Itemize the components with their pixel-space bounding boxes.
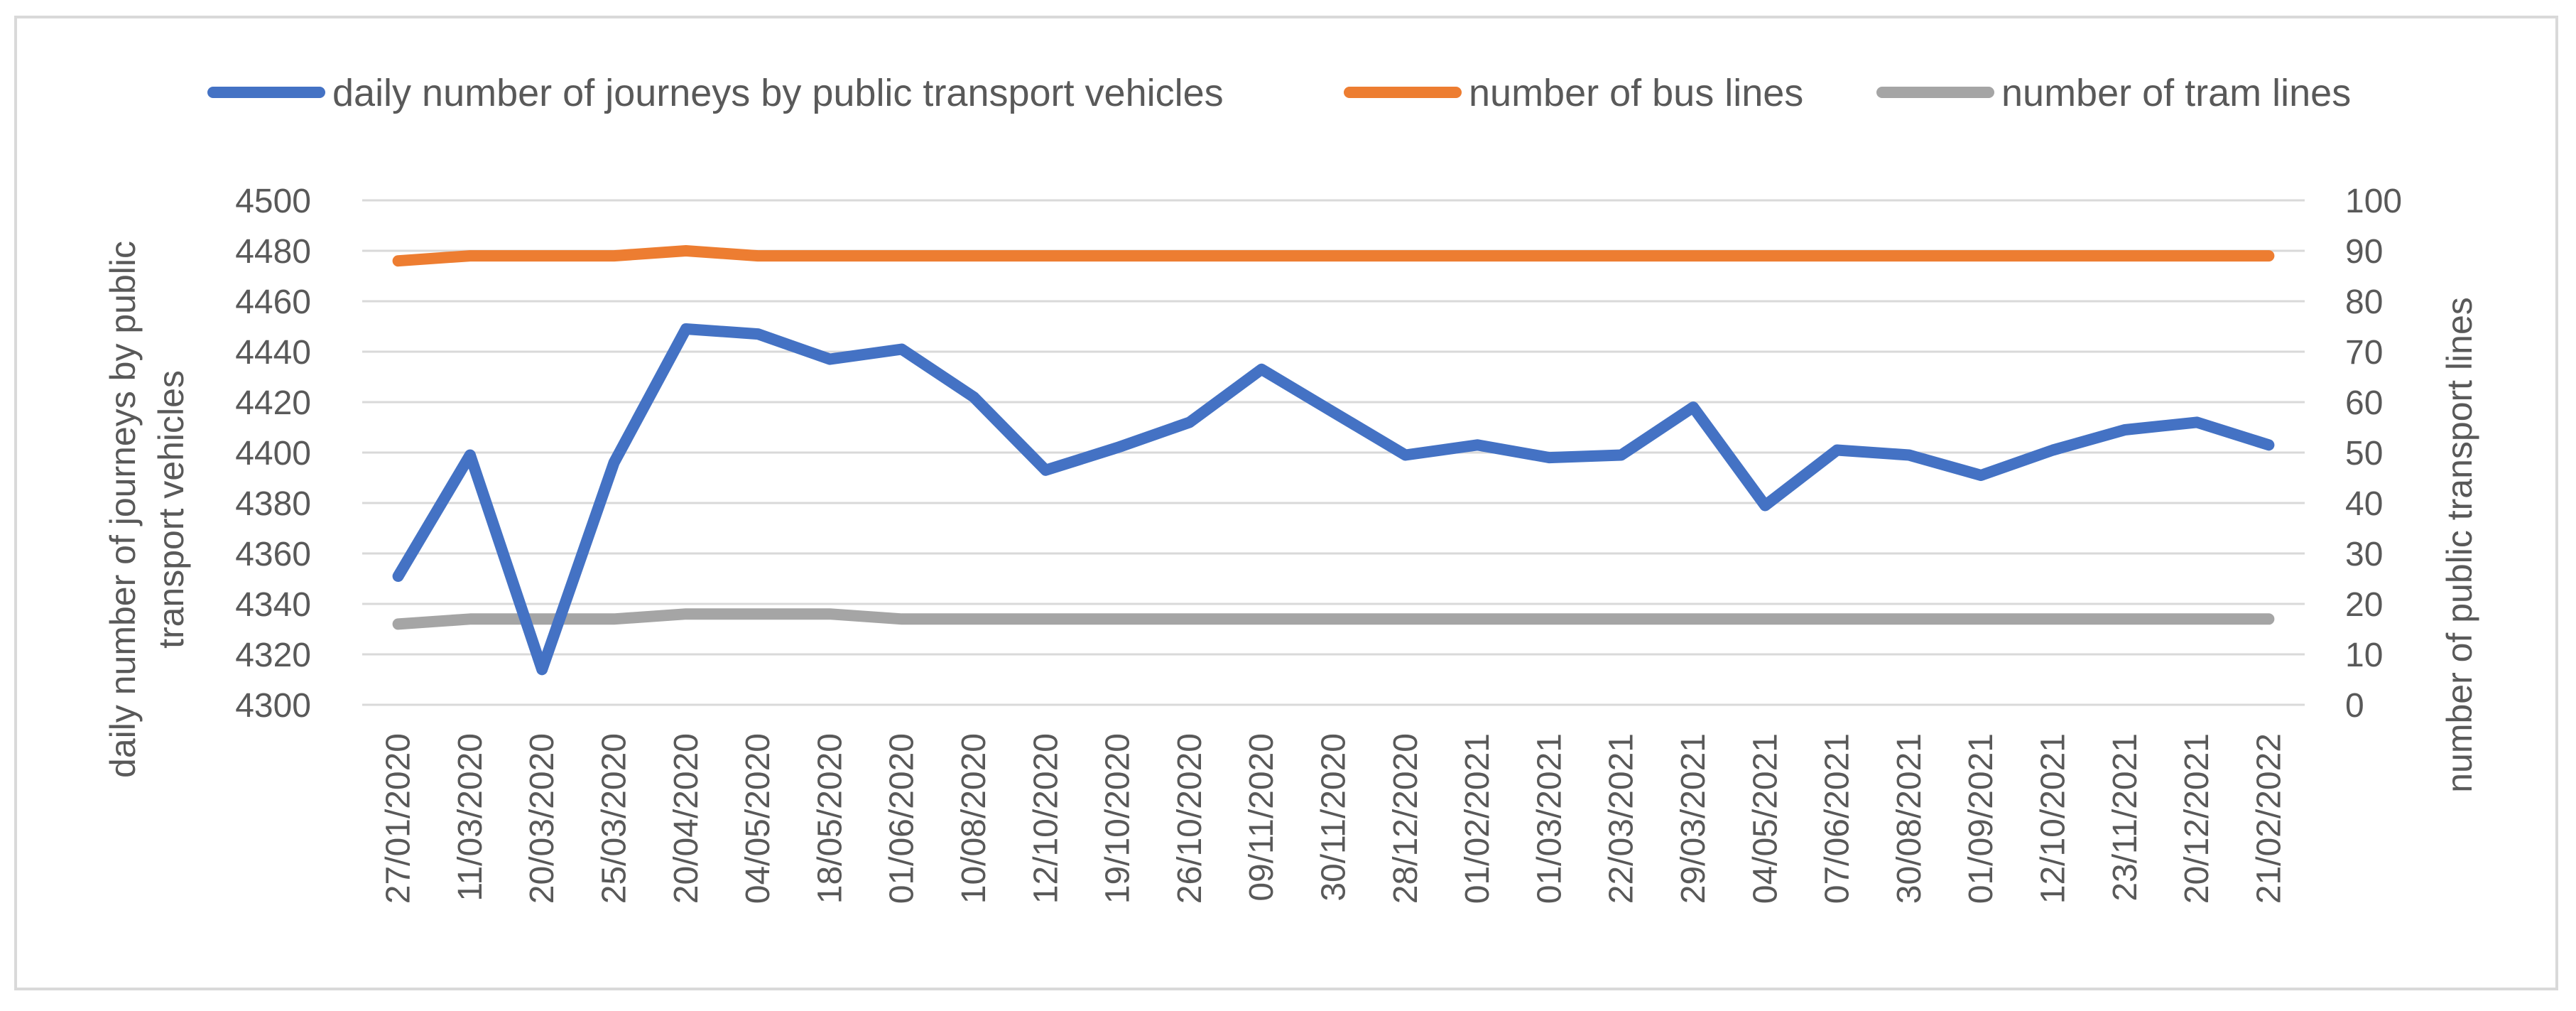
y-left-tick-label: 4480: [235, 233, 311, 271]
x-tick-label: 01/09/2021: [1962, 733, 2000, 904]
x-tick-label: 26/10/2020: [1171, 733, 1209, 904]
y-right-tick-label: 30: [2345, 536, 2383, 573]
x-tick-label: 20/03/2020: [523, 733, 561, 904]
y-left-tick-label: 4340: [235, 586, 311, 624]
series: [392, 245, 2275, 676]
x-tick-label: 09/11/2020: [1243, 733, 1281, 902]
x-tick-label: 04/05/2020: [739, 733, 777, 904]
y-left-tick-label: 4300: [235, 687, 311, 725]
series-line: [392, 323, 2275, 676]
x-tick-label: 04/05/2021: [1746, 733, 1784, 904]
x-tick-label: 10/08/2020: [955, 733, 993, 904]
x-tick-label: 23/11/2021: [2107, 733, 2144, 902]
series-line: [392, 608, 2275, 630]
y-left-tick-label: 4420: [235, 384, 311, 422]
x-tick-label: 20/04/2020: [668, 733, 705, 904]
y-left-tick-label: 4440: [235, 334, 311, 372]
x-tick-label: 21/02/2022: [2250, 733, 2288, 904]
x-tick-label: 01/06/2020: [884, 733, 921, 904]
x-axis-ticks: 27/01/2020 11/03/2020 20/03/2020 25/03/2020…: [380, 733, 2288, 904]
y-right-tick-label: 40: [2345, 485, 2383, 523]
x-tick-label: 01/02/2021: [1459, 733, 1496, 904]
y-right-tick-label: 100: [2345, 183, 2402, 220]
y-right-tick-label: 90: [2345, 233, 2383, 271]
y-left-tick-label: 4460: [235, 283, 311, 321]
legend-label: daily number of journeys by public trans…: [332, 72, 1224, 114]
x-tick-label: 30/11/2020: [1315, 733, 1353, 902]
legend-label: number of bus lines: [1469, 72, 1803, 114]
y-right-tick-label: 80: [2345, 283, 2383, 321]
y-left-tick-label: 4500: [235, 183, 311, 220]
x-tick-label: 01/03/2021: [1531, 733, 1568, 904]
y-left-tick-label: 4320: [235, 637, 311, 674]
x-tick-label: 22/03/2021: [1603, 733, 1641, 904]
x-tick-label: 07/06/2021: [1819, 733, 1857, 904]
x-tick-label: 29/03/2021: [1675, 733, 1712, 904]
x-tick-label: 11/03/2020: [452, 733, 489, 902]
y-left-tick-label: 4380: [235, 485, 311, 523]
legend: daily number of journeys by public trans…: [207, 72, 2351, 114]
y-right-tick-label: 20: [2345, 586, 2383, 624]
x-tick-label: 25/03/2020: [596, 733, 634, 904]
legend-label: number of tram lines: [2001, 72, 2351, 114]
y-left-tick-label: 4360: [235, 536, 311, 573]
y-right-tick-label: 70: [2345, 334, 2383, 372]
right-axis-ticks: 0 10 20 30 40 50 60 70 80 90 100: [2345, 183, 2402, 725]
y-right-tick-label: 50: [2345, 435, 2383, 472]
left-axis-ticks: 4300 4320 4340 4360 4380 4400 4420 4440 4460 4480…: [235, 183, 311, 725]
grid: [362, 199, 2305, 706]
x-tick-label: 19/10/2020: [1099, 733, 1137, 904]
x-tick-label: 27/01/2020: [380, 733, 418, 904]
x-tick-label: 20/12/2021: [2178, 733, 2216, 904]
x-tick-label: 28/12/2020: [1387, 733, 1425, 904]
series-line: [392, 245, 2275, 267]
y-right-tick-label: 10: [2345, 637, 2383, 674]
x-tick-label: 30/08/2021: [1891, 733, 1928, 904]
y-axis-right-title: number of public transport lines: [2440, 297, 2479, 793]
x-tick-label: 12/10/2021: [2034, 733, 2072, 904]
x-tick-label: 18/05/2020: [811, 733, 849, 904]
y-right-tick-label: 0: [2345, 687, 2364, 725]
y-axis-left-title: daily number of journeys by public transp…: [103, 241, 191, 778]
y-left-tick-label: 4400: [235, 435, 311, 472]
x-tick-label: 12/10/2020: [1027, 733, 1065, 904]
y-right-tick-label: 60: [2345, 384, 2383, 422]
